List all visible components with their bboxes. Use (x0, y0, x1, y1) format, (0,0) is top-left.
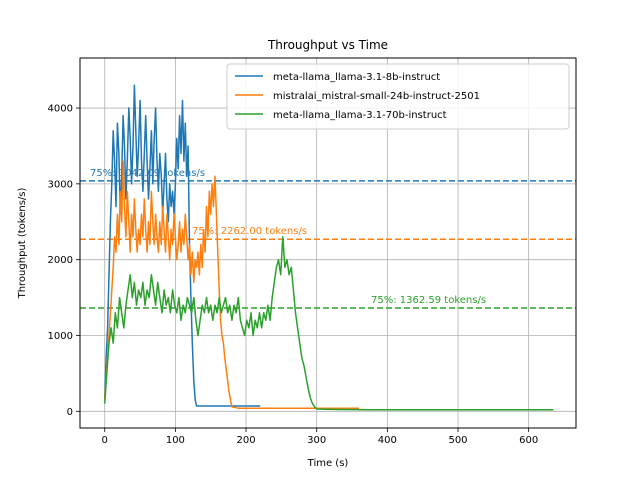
legend-label-2: meta-llama_llama-3.1-70b-instruct (273, 110, 447, 121)
x-tick-label: 300 (307, 435, 326, 446)
chart-title: Throughput vs Time (267, 38, 388, 52)
series-line-2 (103, 236, 554, 411)
legend-label-1: mistralai_mistral-small-24b-instruct-250… (273, 91, 480, 102)
p75-annotation-1: 75%: 2262.00 tokens/s (192, 226, 307, 237)
x-tick-label: 600 (519, 435, 538, 446)
y-tick-label: 3000 (48, 179, 73, 190)
x-tick-label: 100 (166, 435, 185, 446)
x-tick-label: 0 (102, 435, 108, 446)
axis-ticks: 0 100 200 300 400 500 600 0 1000 2000 3000 4000 (48, 104, 539, 446)
p75-annotation-2: 75%: 1362.59 tokens/s (371, 295, 486, 306)
y-tick-label: 0 (67, 407, 73, 418)
x-tick-label: 400 (378, 435, 397, 446)
legend-label-0: meta-llama_llama-3.1-8b-instruct (273, 72, 440, 83)
plot-area-frame (79, 57, 577, 429)
series-line-1 (103, 160, 360, 410)
y-tick-label: 4000 (48, 104, 73, 115)
y-tick-label: 1000 (48, 331, 73, 342)
y-tick-label: 2000 (48, 255, 73, 266)
x-tick-label: 200 (236, 435, 255, 446)
legend: meta-llama_llama-3.1-8b-instruct mistrala… (226, 63, 570, 130)
series-lines (103, 84, 554, 411)
x-tick-label: 500 (448, 435, 467, 446)
y-axis-label: Throughput (tokens/s) (17, 187, 28, 299)
legend-box (226, 63, 570, 130)
x-axis-label: Time (s) (307, 458, 349, 469)
